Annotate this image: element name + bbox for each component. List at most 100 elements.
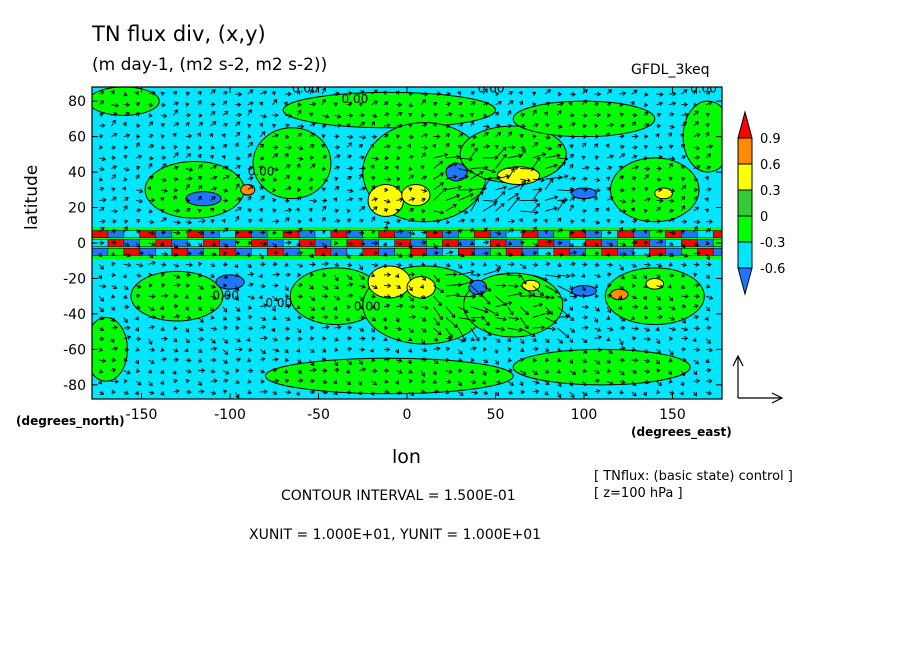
vector-head [395, 208, 400, 214]
vector-head [462, 337, 467, 342]
vector-arrow [160, 295, 168, 297]
vector-head [420, 165, 425, 170]
vector-head [421, 276, 426, 281]
vector-arrow [272, 220, 279, 223]
vector-head [222, 208, 227, 214]
vector-head [150, 219, 155, 225]
vector-arrow [148, 306, 155, 311]
vector-head [110, 294, 116, 299]
vector-head [594, 143, 599, 148]
vector-head [236, 307, 241, 312]
vector-arrow [259, 195, 265, 201]
vector-head [543, 218, 548, 224]
vector-head [509, 100, 514, 105]
vector-head [348, 325, 353, 331]
vector-head [213, 378, 218, 384]
vector-head [347, 142, 353, 147]
vector-head [386, 123, 391, 128]
vector-head [137, 154, 143, 160]
vector-head [607, 230, 612, 235]
vector-arrow [594, 336, 602, 340]
colorbar-segment [737, 215, 753, 243]
vector-head [606, 187, 611, 192]
vector-head [371, 176, 376, 181]
vector-head [657, 112, 662, 118]
vector-head [286, 272, 291, 278]
vector-arrow [296, 163, 301, 169]
vector-head [658, 154, 663, 160]
vector-head [272, 187, 277, 193]
vector-arrow [321, 380, 327, 384]
belt-cell [251, 230, 268, 238]
vector-head [398, 369, 403, 375]
vector-arrow [148, 326, 155, 329]
vector-head [408, 253, 413, 258]
vector-head [693, 370, 698, 376]
vector-head [358, 144, 363, 149]
vector-head [569, 153, 574, 159]
vector-arrow [371, 198, 378, 201]
vector-head [532, 357, 537, 363]
vector-head [594, 102, 600, 107]
vector-head [559, 101, 564, 107]
vector-arrow [619, 92, 626, 95]
vector-head [521, 123, 526, 129]
vector-head [632, 369, 638, 374]
vector-head [100, 166, 105, 172]
vector-head [297, 272, 302, 278]
vector-head [221, 218, 226, 224]
vector-head [97, 252, 102, 258]
vector-head [236, 155, 241, 161]
vector-arrow [198, 252, 204, 255]
vector-head [112, 357, 117, 363]
vector-arrow [458, 317, 476, 322]
vector-arrow [309, 144, 315, 148]
vector-head [501, 191, 506, 196]
belt-cell [665, 248, 683, 256]
vector-arrow [470, 121, 475, 127]
vector-head [446, 101, 452, 107]
vector-head [484, 132, 489, 137]
vector-arrow [557, 228, 563, 233]
vector-arrow [321, 114, 329, 118]
vector-head [310, 315, 315, 320]
vector-head [619, 286, 624, 291]
vector-arrow [99, 220, 106, 223]
vector-head [357, 391, 362, 396]
vector-head [197, 306, 202, 312]
vector-head [609, 326, 614, 332]
vector-head [605, 143, 610, 148]
vector-arrow [98, 327, 104, 331]
vector-arrow [507, 274, 522, 277]
vector-head [707, 101, 713, 106]
vector-head [548, 310, 554, 315]
vector-arrow [185, 184, 190, 191]
vector-head [250, 295, 256, 300]
vector-arrow [470, 306, 488, 313]
vector-head [223, 359, 228, 364]
vector-arrow [532, 390, 539, 393]
vector-arrow [532, 303, 543, 308]
vector-head [583, 176, 588, 182]
vector-head [594, 242, 599, 247]
vector-head [658, 314, 664, 320]
vector-head [581, 273, 586, 278]
vector-head [694, 176, 699, 182]
vector-arrow [457, 381, 462, 386]
vector-head [134, 316, 139, 321]
vector-head [564, 156, 569, 162]
vector-head [473, 390, 479, 395]
vector-head [151, 197, 156, 203]
vector-head [656, 206, 661, 211]
belt-cell [442, 239, 460, 247]
vector-head [556, 153, 561, 159]
vector-head [346, 208, 351, 214]
vector-head [458, 368, 463, 374]
vector-head [518, 291, 523, 297]
vector-arrow [544, 274, 561, 278]
vector-arrow [433, 359, 439, 364]
vector-arrow [532, 219, 538, 223]
vector-head [631, 228, 636, 233]
vector-arrow [173, 274, 180, 279]
vector-arrow [557, 157, 568, 160]
